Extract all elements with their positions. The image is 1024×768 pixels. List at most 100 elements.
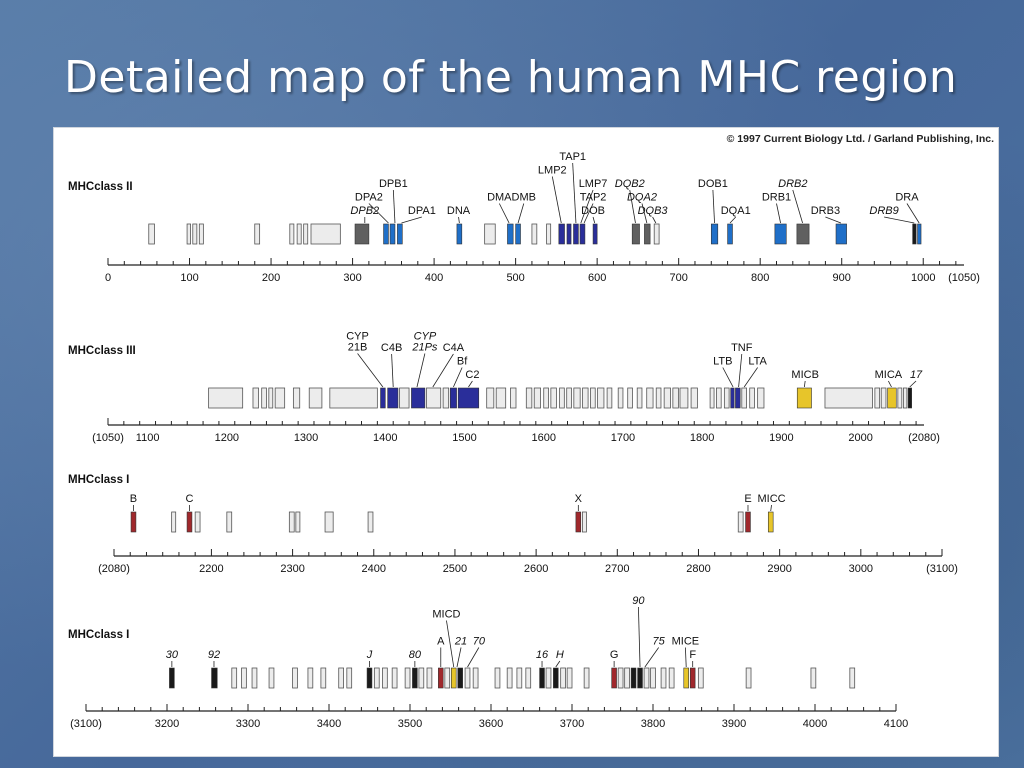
gene-label: MICA <box>875 369 903 381</box>
gene-box-open <box>464 667 471 689</box>
gene-box-open <box>533 387 541 409</box>
tick-label: 2900 <box>767 563 791 575</box>
gene-box-open <box>874 387 881 409</box>
track-label: MHCclass I <box>68 629 129 641</box>
leader-line <box>652 216 657 224</box>
gene-box-blue <box>383 223 389 245</box>
gene-box-red <box>438 667 444 689</box>
gene-label: DPB2 <box>350 205 379 217</box>
gene-box-open <box>231 667 238 689</box>
gene-box-open <box>194 511 201 533</box>
tick-label: 200 <box>262 272 280 284</box>
tick-label: 1000 <box>911 272 935 284</box>
gene-label: TAP1 <box>559 151 586 163</box>
tick-label: 3400 <box>317 718 341 730</box>
tick-label: 700 <box>669 272 687 284</box>
gene-label: H <box>556 649 564 661</box>
gene-box-darkblue <box>730 387 735 409</box>
gene-box-open <box>624 667 630 689</box>
gene-label: DPA1 <box>408 205 436 217</box>
gene-box-darkblue <box>592 223 598 245</box>
gene-box-open <box>559 387 565 409</box>
gene-label-line2: 21B <box>348 342 368 354</box>
gene-box-black <box>553 667 559 689</box>
gene-box-open <box>226 511 233 533</box>
leader-line <box>551 176 562 224</box>
mhc-map-figure: © 1997 Current Biology Ltd. / Garland Pu… <box>54 128 998 756</box>
gene-box-black <box>637 667 643 689</box>
gene-box-black <box>169 667 175 689</box>
gene-box-open <box>709 387 715 409</box>
leader-line <box>909 380 917 388</box>
tick-label: 100 <box>180 272 198 284</box>
gene-box-open <box>810 667 817 689</box>
tick-label: 3200 <box>155 718 179 730</box>
track-label: MHCclass III <box>68 345 136 357</box>
leader-line <box>884 216 915 224</box>
gene-box-open <box>444 667 451 689</box>
tick-label: 3500 <box>398 718 422 730</box>
gene-box-open <box>484 223 496 245</box>
gene-label: DQB3 <box>638 205 669 217</box>
gene-box-open <box>295 511 301 533</box>
gene-box-open <box>418 667 425 689</box>
gene-label: 75 <box>653 636 666 648</box>
gene-box-open <box>494 667 501 689</box>
gene-label: DRB1 <box>762 192 791 204</box>
gene-box-open <box>650 667 656 689</box>
gene-box-open <box>590 387 596 409</box>
tick-label: 3800 <box>641 718 665 730</box>
gene-box-open <box>510 387 517 409</box>
gene-label: LTA <box>748 356 767 368</box>
gene-label: B <box>130 493 137 505</box>
gene-box-open <box>268 667 275 689</box>
gene-label: C <box>186 493 194 505</box>
leader-line <box>580 189 594 224</box>
leader-line <box>456 647 462 668</box>
gene-label: TNF <box>731 342 753 354</box>
gene-label: 17 <box>910 369 923 381</box>
leader-line <box>572 162 577 224</box>
gene-label: DOB1 <box>698 178 728 190</box>
leader-line <box>458 216 460 224</box>
tick-label: 2800 <box>686 563 710 575</box>
gene-box-open <box>581 511 587 533</box>
gene-label: E <box>744 493 751 505</box>
gene-box-yellow <box>451 667 457 689</box>
gene-box-open <box>672 387 679 409</box>
gene-box-open <box>723 387 730 409</box>
gene-label: A <box>437 636 445 648</box>
gene-label: MICD <box>432 609 460 621</box>
gene-box-blue <box>389 223 396 245</box>
gene-box-open <box>546 223 552 245</box>
gene-box-open <box>903 387 908 409</box>
gene-box-open <box>292 387 301 409</box>
tick-label: 1200 <box>215 432 239 444</box>
gene-box-open <box>545 667 552 689</box>
leader-line <box>401 216 422 224</box>
gene-box-open <box>897 387 903 409</box>
gene-label: DRB9 <box>869 205 898 217</box>
gene-box-open <box>566 667 573 689</box>
gene-box-open <box>486 387 495 409</box>
gene-box-open <box>525 667 532 689</box>
gene-label: DMB <box>512 192 536 204</box>
gene-box-gray <box>796 223 810 245</box>
gene-label: Bf <box>457 356 468 368</box>
gene-box-gray <box>644 223 651 245</box>
gene-box-open <box>745 667 752 689</box>
tick-label: 1400 <box>373 432 397 444</box>
tick-label: 2200 <box>199 563 223 575</box>
gene-box-darkblue <box>457 387 480 409</box>
gene-box-darkblue <box>387 387 399 409</box>
gene-box-open <box>653 223 660 245</box>
tick-label: 1600 <box>531 432 555 444</box>
gene-box-darkblue <box>573 223 579 245</box>
leader-line <box>722 367 734 388</box>
tick-label: 1800 <box>690 432 714 444</box>
gene-label: DRB2 <box>778 178 807 190</box>
gene-box-black <box>630 667 637 689</box>
gene-box-blue <box>515 223 521 245</box>
gene-label: 70 <box>473 636 486 648</box>
tick-label: (1050) <box>92 432 124 444</box>
